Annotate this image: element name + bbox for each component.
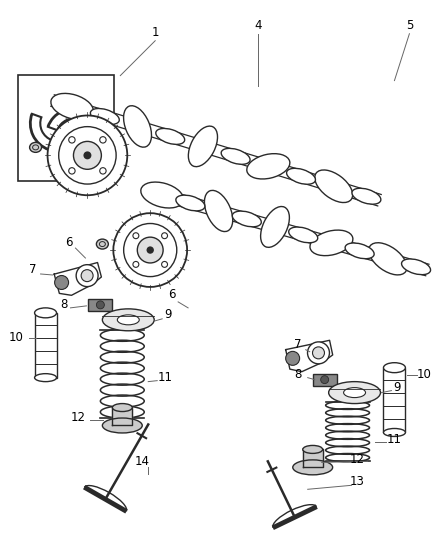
Circle shape [83, 151, 92, 159]
Bar [384, 368, 406, 432]
Ellipse shape [352, 188, 381, 204]
Ellipse shape [102, 309, 154, 331]
Text: 7: 7 [29, 263, 36, 277]
Ellipse shape [156, 128, 185, 144]
Ellipse shape [315, 170, 353, 203]
Text: 6: 6 [168, 288, 176, 301]
Text: 14: 14 [135, 455, 150, 468]
Text: 5: 5 [406, 19, 413, 33]
Text: 7: 7 [294, 338, 301, 351]
Ellipse shape [35, 308, 57, 318]
Text: 6: 6 [65, 236, 72, 248]
Ellipse shape [247, 154, 290, 179]
Ellipse shape [289, 227, 318, 243]
Ellipse shape [30, 142, 42, 152]
Circle shape [74, 141, 101, 169]
Text: 4: 4 [254, 19, 261, 33]
Text: 1: 1 [152, 26, 159, 39]
Bar [35, 313, 57, 378]
Ellipse shape [343, 387, 366, 398]
Ellipse shape [96, 239, 108, 249]
Ellipse shape [328, 382, 381, 403]
Ellipse shape [90, 109, 119, 124]
Circle shape [147, 246, 154, 254]
Text: 9: 9 [164, 309, 172, 321]
Polygon shape [303, 449, 323, 467]
Ellipse shape [232, 211, 261, 227]
Ellipse shape [402, 259, 431, 274]
Text: 10: 10 [8, 332, 23, 344]
Circle shape [55, 276, 69, 289]
Ellipse shape [293, 460, 332, 475]
Circle shape [69, 168, 75, 174]
Ellipse shape [124, 106, 152, 147]
Circle shape [69, 136, 75, 143]
Ellipse shape [310, 230, 353, 256]
Circle shape [133, 233, 139, 239]
Circle shape [137, 237, 163, 263]
Circle shape [81, 270, 93, 281]
Ellipse shape [384, 362, 406, 373]
Text: 12: 12 [71, 411, 86, 424]
Circle shape [76, 265, 98, 287]
Ellipse shape [117, 315, 139, 325]
Ellipse shape [102, 418, 142, 433]
Ellipse shape [188, 126, 218, 167]
Circle shape [162, 233, 167, 239]
Circle shape [133, 262, 139, 268]
Polygon shape [54, 263, 102, 295]
Ellipse shape [286, 168, 315, 184]
Ellipse shape [176, 195, 205, 211]
Circle shape [48, 116, 127, 195]
Ellipse shape [261, 206, 290, 247]
Polygon shape [112, 408, 132, 425]
Circle shape [96, 301, 104, 309]
Circle shape [100, 168, 106, 174]
Bar [313, 374, 337, 385]
Ellipse shape [35, 374, 57, 382]
Text: 10: 10 [417, 368, 432, 381]
Circle shape [100, 136, 106, 143]
Bar [18, 75, 114, 182]
Text: 8: 8 [60, 298, 67, 311]
Ellipse shape [141, 182, 184, 208]
Text: 9: 9 [394, 381, 401, 394]
Circle shape [307, 342, 329, 364]
Ellipse shape [221, 148, 250, 164]
Ellipse shape [205, 190, 233, 231]
Ellipse shape [384, 429, 406, 437]
Bar [88, 299, 112, 311]
Ellipse shape [303, 446, 323, 454]
Text: 8: 8 [294, 368, 301, 381]
Circle shape [113, 213, 187, 287]
Ellipse shape [112, 403, 132, 411]
Ellipse shape [369, 243, 407, 275]
Circle shape [312, 347, 325, 359]
Ellipse shape [51, 93, 93, 119]
Polygon shape [286, 340, 333, 372]
Circle shape [162, 262, 167, 268]
Ellipse shape [345, 243, 374, 259]
Text: 13: 13 [350, 475, 365, 488]
Circle shape [321, 376, 328, 384]
Text: 11: 11 [158, 371, 173, 384]
Text: 11: 11 [387, 433, 402, 446]
Circle shape [286, 351, 300, 365]
Text: 12: 12 [350, 453, 365, 466]
